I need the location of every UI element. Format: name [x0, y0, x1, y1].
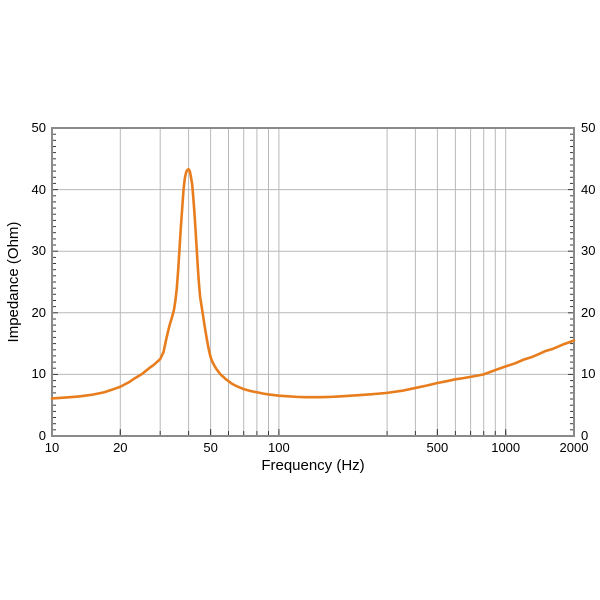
x-tick-label-1000: 1000: [491, 440, 521, 455]
y-tick-label-right-0: 0: [581, 428, 589, 443]
y-tick-label-left-50: 50: [31, 120, 46, 135]
y-tick-label-right-20: 20: [581, 304, 596, 320]
y-tick-label-right-30: 30: [581, 243, 596, 259]
x-tick-label-10: 10: [44, 440, 60, 455]
y-tick-label-left-10: 10: [31, 366, 46, 382]
y-tick-label-left-20: 20: [31, 304, 46, 320]
y-tick-label-left-40: 40: [31, 181, 46, 197]
x-axis-title: Frequency (Hz): [261, 457, 365, 474]
x-tick-label-2000: 2000: [559, 440, 589, 455]
y-tick-label-left-30: 30: [31, 243, 46, 259]
y-tick-label-right-40: 40: [581, 181, 596, 197]
x-tick-label-20: 20: [113, 440, 128, 455]
x-tick-label-100: 100: [268, 440, 290, 455]
x-tick-label-50: 50: [203, 440, 218, 455]
y-tick-label-right-50: 50: [581, 120, 596, 135]
x-tick-label-500: 500: [426, 440, 449, 455]
y-axis-title: Impedance (Ohm): [5, 221, 22, 343]
y-tick-label-left-0: 0: [38, 428, 46, 443]
curve-impedance: [50, 167, 576, 400]
y-tick-label-right-10: 10: [581, 366, 596, 382]
plot-border: [51, 127, 575, 437]
